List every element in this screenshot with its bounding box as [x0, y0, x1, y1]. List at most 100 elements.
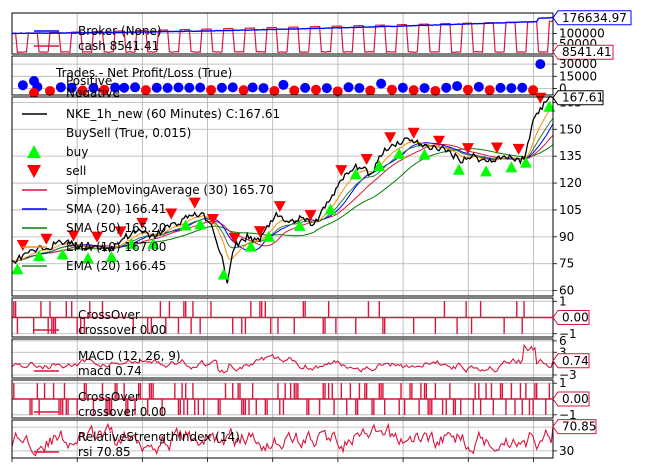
trade-profit-point [354, 83, 365, 94]
panel-border [11, 96, 554, 297]
sell-marker [273, 201, 286, 213]
trade-loss-point [44, 85, 55, 96]
sell-marker [461, 143, 474, 155]
trade-profit-point [517, 82, 528, 93]
last-value-label: 167.61 [562, 91, 604, 105]
legend-label: EMA (10) 167.00 [66, 240, 166, 254]
last-value-box [552, 419, 597, 435]
y-tick-label: 100000 [559, 27, 605, 41]
y-tick-label: 6 [559, 334, 567, 348]
trade-profit-point [300, 82, 311, 93]
last-value-label: 0.00 [562, 311, 589, 325]
crossover-line [12, 383, 553, 415]
trade-profit-point [278, 79, 289, 90]
cash-line [12, 20, 554, 54]
trade-loss-point [310, 84, 321, 95]
trade-profit-point [419, 83, 430, 94]
legend-label: NKE_1h_new (60 Minutes) C:167.61 [66, 107, 280, 121]
panel-rsi: 7030RelativeStrengthIndex (14)rsi 70.857… [11, 419, 597, 459]
trade-profit-point [195, 82, 206, 93]
panel-bg [12, 420, 553, 458]
y-tick-label: −1 [559, 408, 577, 422]
trade-loss-point [386, 84, 397, 95]
trade-loss-point [408, 85, 419, 96]
trade-loss-point [238, 85, 249, 96]
y-tick-label: −1 [559, 327, 577, 341]
last-value-box [552, 10, 632, 26]
sell-marker [136, 217, 149, 229]
legend-label: SMA (20) 166.41 [66, 202, 166, 216]
trade-profit-point [55, 82, 66, 93]
panel-border [11, 419, 554, 459]
trade-profit-point [321, 83, 332, 94]
trade-loss-point [206, 84, 217, 95]
legend-sell-swatch [27, 165, 41, 178]
y-tick-label: 30 [559, 444, 574, 458]
legend-dot-swatch [29, 76, 39, 86]
panel-border [11, 338, 554, 379]
y-tick-label: 1 [559, 376, 567, 390]
legend-label: Positive [66, 74, 112, 88]
buy-marker [519, 156, 532, 168]
trade-profit-point [173, 82, 184, 93]
trade-profit-point [184, 82, 195, 93]
legend-label: sell [66, 164, 86, 178]
buy-marker [179, 219, 192, 231]
sell-marker [335, 165, 348, 177]
legend-label: SMA (50) 165.20 [66, 221, 166, 235]
trade-loss-point [77, 85, 88, 96]
panel-bg [12, 97, 553, 296]
last-value-box [552, 90, 604, 106]
y-tick-label: 75 [559, 257, 574, 271]
trade-loss-point [528, 85, 539, 96]
trade-profit-point [441, 82, 452, 93]
sell-marker [206, 214, 219, 226]
legend-label: CrossOver [78, 390, 140, 404]
sell-marker [433, 135, 446, 147]
last-value-box [552, 310, 590, 325]
trade-profit-point [247, 82, 258, 93]
trade-profit-point [473, 81, 484, 92]
sell-marker [228, 232, 241, 244]
last-value-label: 0.74 [562, 354, 589, 368]
trade-profit-point [506, 83, 517, 94]
rsi-line [11, 422, 554, 457]
trade-profit-point [151, 82, 162, 93]
buy-marker [480, 165, 493, 177]
trade-profit-point [130, 82, 141, 93]
trade-profit-point [227, 82, 238, 93]
sell-marker [512, 143, 525, 155]
trade-profit-point [397, 82, 408, 93]
trade-profit-point [258, 83, 269, 94]
sell-marker [407, 127, 420, 139]
legend-dot-swatch [29, 88, 39, 98]
sell-marker [67, 230, 80, 242]
trade-loss-point [140, 85, 151, 96]
sell-marker [490, 142, 503, 154]
buy-marker [81, 252, 94, 264]
y-tick-label: 105 [559, 203, 582, 217]
trade-loss-point [289, 85, 300, 96]
legend-label: Trades - Net Profit/Loss (True) [55, 66, 232, 80]
macd-line [11, 343, 554, 374]
buy-marker [33, 250, 46, 262]
trade-loss-point [365, 85, 376, 96]
buy-marker [293, 219, 306, 231]
buy-marker [543, 100, 556, 112]
buy-marker [105, 251, 118, 263]
value-line [11, 16, 553, 35]
trade-loss-point [484, 85, 495, 96]
y-tick-label: 0 [559, 82, 567, 96]
buy-marker [452, 163, 465, 175]
sell-marker [114, 226, 127, 238]
legend-label: rsi 70.85 [78, 445, 131, 459]
legend-label: crossover 0.00 [78, 405, 166, 419]
y-tick-label: 135 [559, 149, 582, 163]
legend-label: BuySell (True, 0.015) [66, 126, 191, 140]
trade-loss-point [462, 84, 473, 95]
